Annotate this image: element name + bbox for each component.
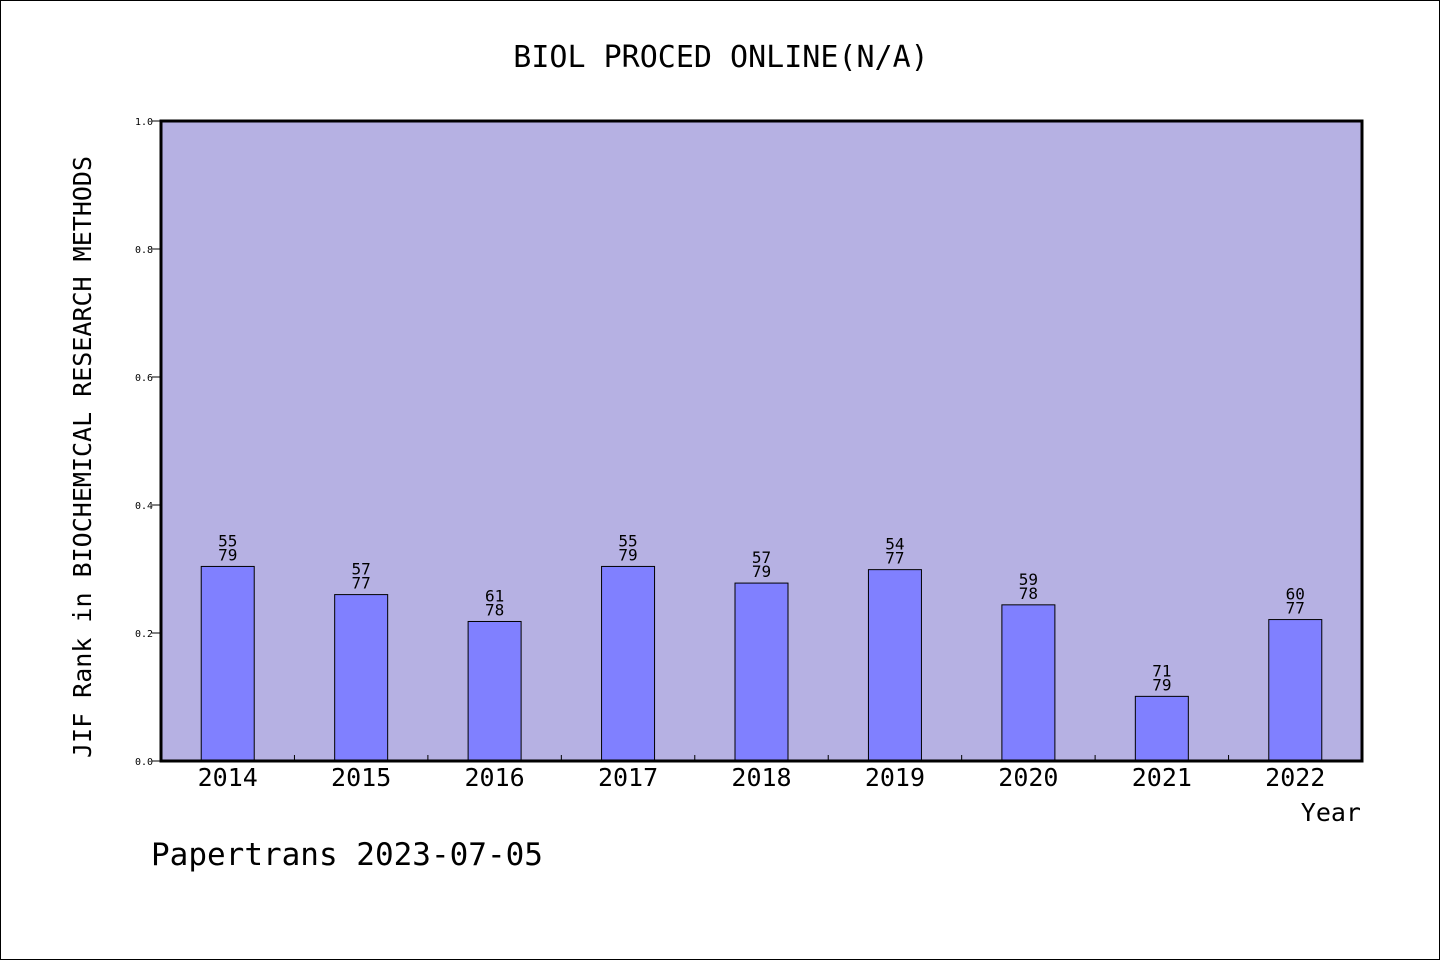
y-tick-label: 0.4 <box>135 501 153 512</box>
bar-rank-label: 55 <box>218 531 237 550</box>
bar <box>334 594 389 762</box>
bar <box>1268 619 1323 762</box>
bar-rank-label: 71 <box>1152 661 1171 680</box>
bar <box>601 565 656 762</box>
plot-border <box>159 119 1364 763</box>
bar-total-label: 79 <box>618 545 637 564</box>
bar <box>200 565 255 762</box>
bar-rank-label: 54 <box>885 535 904 554</box>
x-tick-label: 2014 <box>198 763 258 792</box>
bar-total-label: 78 <box>485 600 504 619</box>
bar-total-label: 77 <box>885 549 904 568</box>
y-tick-label: 0.0 <box>135 757 153 768</box>
bar-rank-label: 59 <box>1019 570 1038 589</box>
bar-rank-label: 60 <box>1286 585 1305 604</box>
x-tick-label: 2022 <box>1265 763 1325 792</box>
x-tick-label: 2021 <box>1132 763 1192 792</box>
y-axis-ticks: 0.0 0.2 0.4 0.6 0.8 1.0 <box>135 117 161 768</box>
bar-total-label: 79 <box>1152 675 1171 694</box>
bar <box>734 582 789 762</box>
y-tick-label: 0.6 <box>135 373 153 384</box>
y-tick-label: 0.8 <box>135 245 153 256</box>
bar-total-label: 79 <box>218 545 237 564</box>
y-tick-label: 0.2 <box>135 629 153 640</box>
bar-rank-label: 55 <box>618 531 637 550</box>
x-tick-label: 2015 <box>331 763 391 792</box>
y-tick-label: 1.0 <box>135 117 153 128</box>
x-tick-label: 2017 <box>598 763 658 792</box>
x-tick-label: 2019 <box>865 763 925 792</box>
bar-rank-label: 57 <box>752 548 771 567</box>
bar-rank-label: 61 <box>485 586 504 605</box>
x-tick-label: 2016 <box>465 763 525 792</box>
bar-rank-label: 57 <box>352 560 371 579</box>
footer-credit: Papertrans 2023-07-05 <box>151 837 543 873</box>
bar <box>1134 695 1189 762</box>
y-axis-label: JIF Rank in BIOCHEMICAL RESEARCH METHODS <box>68 156 97 758</box>
bar-total-label: 77 <box>1286 599 1305 618</box>
bar <box>467 620 522 762</box>
bar <box>1001 604 1056 762</box>
x-tick-label: 2018 <box>731 763 791 792</box>
chart-title: BIOL PROCED ONLINE(N/A) <box>513 40 928 75</box>
bar-total-label: 79 <box>752 562 771 581</box>
bar <box>867 569 922 762</box>
x-axis-label: Year <box>1301 798 1361 827</box>
x-axis-ticks: 2014 2015 2016 2017 2018 2019 2020 2021 2022 <box>198 755 1325 792</box>
bar-total-label: 78 <box>1019 584 1038 603</box>
bar-total-label: 77 <box>352 574 371 593</box>
x-tick-label: 2020 <box>998 763 1058 792</box>
